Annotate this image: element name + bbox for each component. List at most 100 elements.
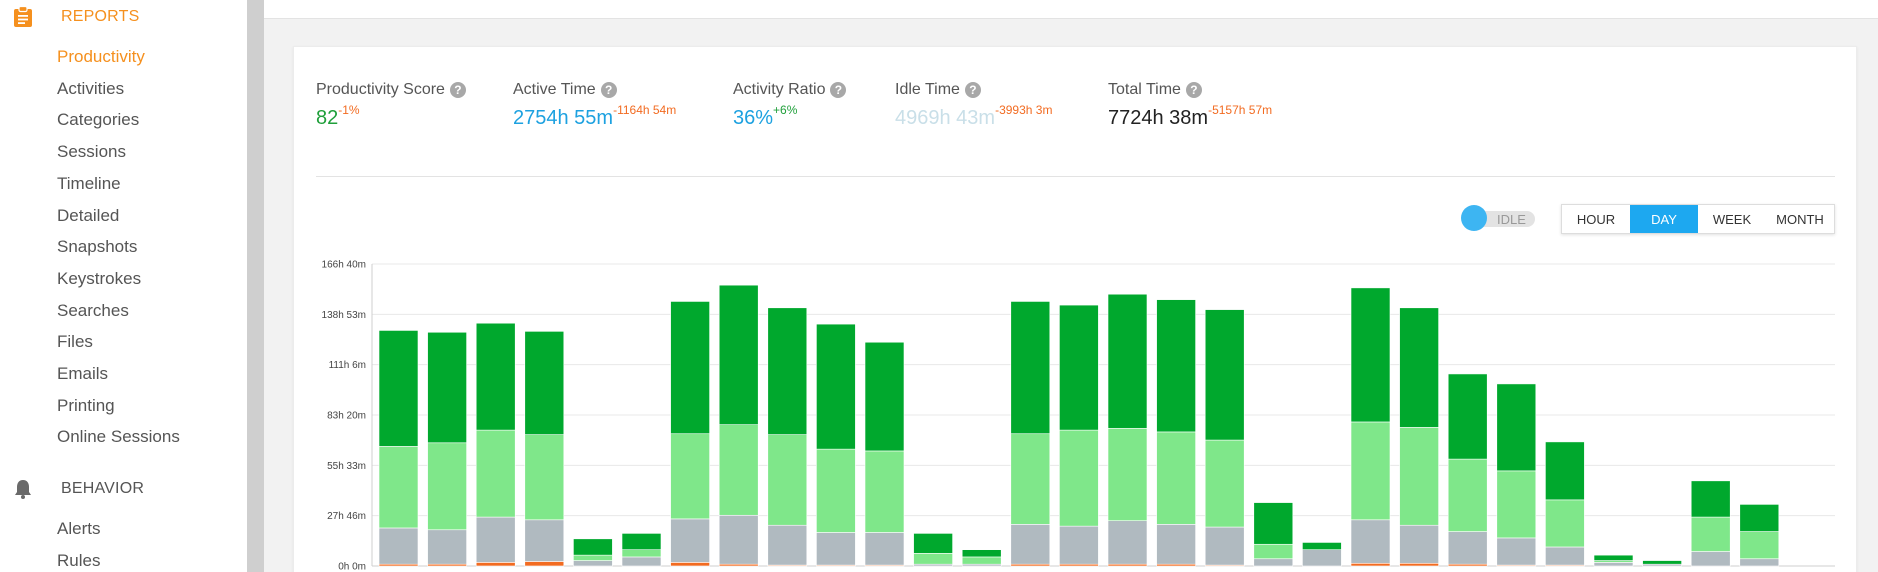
bar-segment[interactable] bbox=[1739, 531, 1780, 560]
bar-segment[interactable] bbox=[1010, 433, 1051, 525]
range-button-month[interactable]: MONTH bbox=[1776, 211, 1824, 227]
sidebar-item-emails[interactable]: Emails bbox=[57, 364, 109, 383]
bar-segment[interactable] bbox=[961, 556, 1002, 565]
bar-segment[interactable] bbox=[573, 560, 613, 567]
bar-segment[interactable] bbox=[1059, 525, 1099, 565]
bar-segment[interactable] bbox=[1156, 431, 1196, 525]
bar-segment[interactable] bbox=[1545, 441, 1585, 501]
bar-segment[interactable] bbox=[913, 553, 953, 565]
sidebar-item-files[interactable]: Files bbox=[57, 332, 93, 352]
bar-segment[interactable] bbox=[1690, 551, 1731, 567]
bar-segment[interactable] bbox=[816, 532, 856, 566]
bar-segment[interactable] bbox=[1156, 524, 1196, 565]
sidebar-item-categories[interactable]: Categories bbox=[57, 110, 140, 130]
bar-segment[interactable] bbox=[573, 554, 613, 561]
bar-segment[interactable] bbox=[524, 519, 565, 562]
bar-segment[interactable] bbox=[1350, 287, 1391, 423]
bar-segment[interactable] bbox=[1496, 383, 1537, 472]
bar-segment[interactable] bbox=[475, 429, 516, 518]
bar-segment[interactable] bbox=[670, 433, 710, 520]
bar-segment[interactable] bbox=[378, 330, 419, 447]
bar-segment[interactable] bbox=[1253, 502, 1294, 545]
sidebar-item-searches[interactable]: Searches bbox=[57, 300, 129, 320]
sidebar-item-keystrokes[interactable]: Keystrokes bbox=[57, 268, 142, 288]
bar-segment[interactable] bbox=[864, 532, 905, 566]
bar-segment[interactable] bbox=[816, 323, 856, 450]
bar-segment[interactable] bbox=[1447, 458, 1488, 532]
bar-segment[interactable] bbox=[1447, 373, 1488, 460]
sidebar-scrollbar[interactable] bbox=[247, 0, 264, 572]
bar-segment[interactable] bbox=[767, 307, 808, 435]
bar-segment[interactable] bbox=[767, 524, 808, 566]
help-icon[interactable]: ? bbox=[449, 82, 466, 98]
bar-segment[interactable] bbox=[1204, 439, 1245, 528]
bar-segment[interactable] bbox=[1204, 526, 1245, 566]
bar-segment[interactable] bbox=[1350, 519, 1391, 564]
bar-segment[interactable] bbox=[1059, 304, 1099, 431]
bar-segment[interactable] bbox=[767, 434, 808, 526]
sidebar-item-activities[interactable]: Activities bbox=[57, 78, 125, 98]
bar-segment[interactable] bbox=[1690, 480, 1731, 518]
bar-segment[interactable] bbox=[1593, 554, 1634, 561]
bar-segment[interactable] bbox=[1253, 558, 1294, 567]
bar-segment[interactable] bbox=[718, 424, 759, 516]
bar-segment[interactable] bbox=[1010, 524, 1051, 565]
bar-segment[interactable] bbox=[1690, 516, 1731, 552]
bar-segment[interactable] bbox=[475, 322, 516, 431]
bar-segment[interactable] bbox=[475, 516, 516, 563]
sidebar-item-sessions[interactable]: Sessions bbox=[57, 142, 126, 162]
help-icon[interactable]: ? bbox=[830, 82, 847, 98]
bar-segment[interactable] bbox=[1642, 560, 1682, 565]
bar-segment[interactable] bbox=[427, 529, 467, 565]
bar-segment[interactable] bbox=[573, 538, 613, 556]
bar-segment[interactable] bbox=[1399, 427, 1439, 526]
bar-segment[interactable] bbox=[1107, 427, 1148, 522]
idle-toggle-knob[interactable] bbox=[1461, 205, 1487, 231]
bar-segment[interactable] bbox=[1350, 562, 1391, 567]
bar-segment[interactable] bbox=[524, 434, 565, 521]
bar-segment[interactable] bbox=[621, 556, 662, 567]
bar-segment[interactable] bbox=[864, 450, 905, 533]
bar-segment[interactable] bbox=[378, 446, 419, 529]
bar-segment[interactable] bbox=[1447, 531, 1488, 565]
sidebar-item-timeline[interactable]: Timeline bbox=[57, 173, 121, 193]
bar-segment[interactable] bbox=[718, 514, 759, 565]
bar-segment[interactable] bbox=[1593, 562, 1634, 567]
bar-segment[interactable] bbox=[427, 331, 467, 444]
sidebar-item-rules[interactable]: Rules bbox=[57, 550, 101, 570]
bar-segment[interactable] bbox=[1302, 549, 1342, 567]
bar-segment[interactable] bbox=[1302, 542, 1342, 550]
range-button-day[interactable]: DAY bbox=[1630, 205, 1698, 233]
help-icon[interactable]: ? bbox=[600, 82, 617, 98]
bar-segment[interactable] bbox=[1107, 293, 1148, 429]
bar-segment[interactable] bbox=[913, 533, 953, 554]
sidebar-item-printing[interactable]: Printing bbox=[57, 395, 115, 415]
bar-segment[interactable] bbox=[1496, 537, 1537, 566]
bar-segment[interactable] bbox=[1399, 524, 1439, 564]
bar-segment[interactable] bbox=[1399, 307, 1439, 428]
bar-segment[interactable] bbox=[1204, 309, 1245, 441]
bar-segment[interactable] bbox=[621, 533, 662, 550]
bar-segment[interactable] bbox=[475, 562, 516, 567]
help-icon[interactable]: ? bbox=[964, 82, 981, 98]
sidebar-item-online-sessions[interactable]: Online Sessions bbox=[57, 427, 180, 447]
bar-segment[interactable] bbox=[670, 562, 710, 567]
bar-segment[interactable] bbox=[427, 442, 467, 531]
bar-segment[interactable] bbox=[670, 518, 710, 563]
bar-segment[interactable] bbox=[524, 561, 565, 567]
bar-segment[interactable] bbox=[1059, 429, 1099, 527]
bar-segment[interactable] bbox=[1545, 499, 1585, 548]
bar-segment[interactable] bbox=[816, 448, 856, 533]
sidebar-item-snapshots[interactable]: Snapshots bbox=[57, 237, 138, 257]
sidebar-item-productivity[interactable]: Productivity bbox=[57, 47, 145, 66]
bar-segment[interactable] bbox=[1253, 543, 1294, 560]
bar-segment[interactable] bbox=[1739, 558, 1780, 567]
sidebar-item-alerts[interactable]: Alerts bbox=[57, 519, 101, 538]
bar-segment[interactable] bbox=[1545, 546, 1585, 566]
bar-segment[interactable] bbox=[1107, 520, 1148, 565]
bar-segment[interactable] bbox=[864, 341, 905, 452]
help-icon[interactable]: ? bbox=[1185, 82, 1202, 98]
bar-segment[interactable] bbox=[1350, 421, 1391, 521]
bar-segment[interactable] bbox=[961, 549, 1002, 558]
idle-toggle[interactable]: IDLE bbox=[1461, 205, 1535, 231]
